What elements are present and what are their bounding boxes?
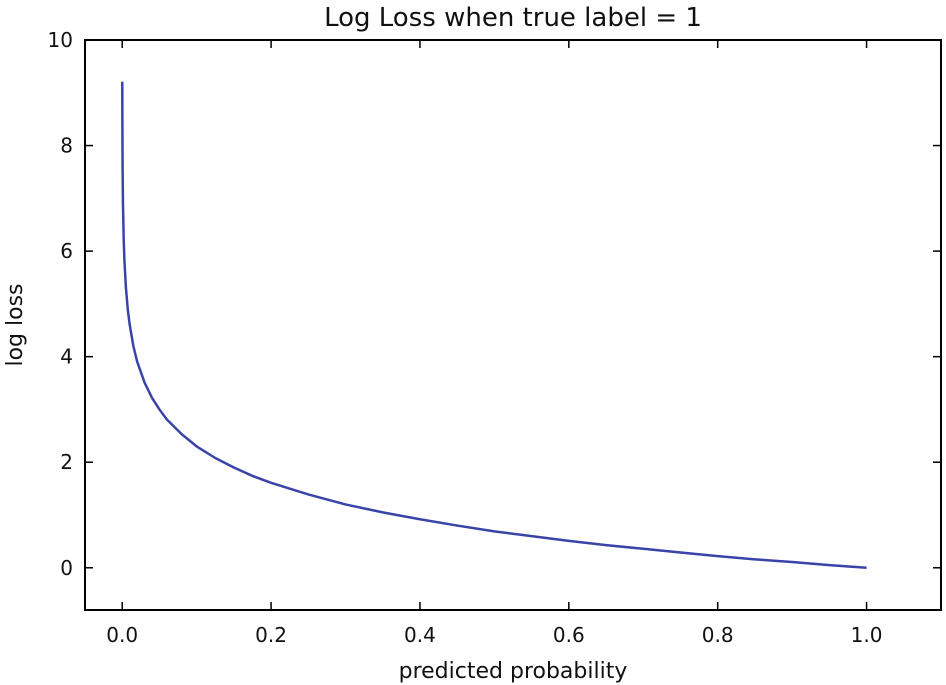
y-axis-ticks: 0 2 4 6 8 10 — [48, 28, 941, 580]
y-tick-label: 6 — [60, 239, 73, 263]
chart-title: Log Loss when true label = 1 — [324, 3, 702, 33]
x-tick-label: 0.6 — [553, 623, 585, 647]
x-axis-label: predicted probability — [399, 659, 628, 684]
y-tick-label: 0 — [60, 556, 73, 580]
x-axis-ticks: 0.0 0.2 0.4 0.6 0.8 1.0 — [106, 40, 882, 647]
y-tick-label: 2 — [60, 450, 73, 474]
series-layer — [121, 81, 867, 570]
x-tick-label: 0.8 — [702, 623, 734, 647]
y-axis-label: log loss — [3, 283, 28, 366]
x-tick-label: 0.0 — [106, 623, 138, 647]
x-tick-label: 0.2 — [255, 623, 287, 647]
plot-area — [84, 39, 942, 611]
y-tick-label: 8 — [60, 134, 73, 158]
y-tick-label: 4 — [60, 345, 73, 369]
y-tick-label: 10 — [48, 28, 73, 52]
series-line — [121, 81, 867, 570]
x-tick-label: 0.4 — [404, 623, 436, 647]
x-tick-label: 1.0 — [851, 623, 883, 647]
